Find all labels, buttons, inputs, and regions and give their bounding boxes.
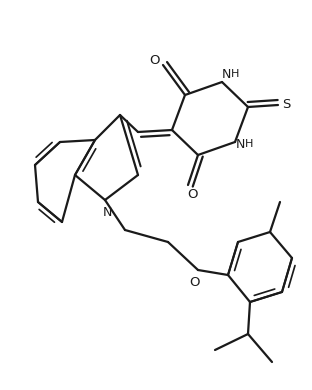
Text: H: H (245, 139, 253, 149)
Text: O: O (190, 277, 200, 289)
Text: O: O (187, 188, 197, 202)
Text: N: N (235, 138, 245, 151)
Text: O: O (150, 55, 160, 67)
Text: N: N (102, 206, 112, 220)
Text: H: H (231, 69, 239, 79)
Text: N: N (221, 67, 231, 80)
Text: S: S (282, 98, 290, 110)
